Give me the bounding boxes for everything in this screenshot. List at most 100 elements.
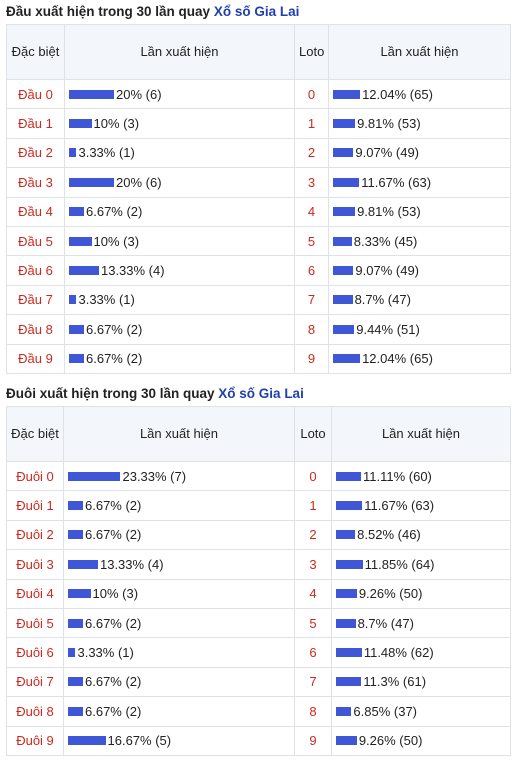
stat-cell: 8.7% (47) — [331, 607, 511, 639]
row-name: Đầu 6 — [6, 255, 65, 286]
header-cell: Lần xuất hiện — [63, 406, 295, 462]
bar — [336, 471, 361, 481]
loto-digit: 1 — [294, 490, 332, 521]
title-link[interactable]: Xổ số Gia Lai — [218, 386, 304, 401]
stat-label: 6.67% (2) — [86, 204, 143, 220]
bar — [68, 648, 76, 658]
loto-digit: 1 — [294, 108, 329, 139]
stat: 3.33% (1) — [68, 645, 290, 660]
stat-cell: 6.67% (2) — [63, 696, 295, 727]
row-name: Đầu 3 — [6, 167, 65, 198]
row-name: Đuôi 4 — [6, 578, 64, 609]
row: Đầu 8 6.67% (2) 8 9.44% (51) — [6, 314, 511, 345]
bar — [68, 559, 98, 569]
loto-digit: 9 — [294, 343, 329, 374]
bar — [68, 530, 83, 540]
bar — [336, 648, 362, 658]
header-cell: Loto — [294, 406, 332, 462]
row: Đầu 5 10% (3) 5 8.33% (45) — [6, 225, 511, 257]
row-name: Đầu 5 — [6, 225, 65, 257]
stat-cell: 20% (6) — [64, 78, 295, 110]
header-cell: Lần xuất hiện — [64, 24, 295, 80]
bar — [336, 677, 362, 687]
stat-label: 20% (6) — [116, 86, 162, 102]
stat-label: 3.33% (1) — [78, 292, 135, 308]
section-title: Đầu xuất hiện trong 30 lần quay Xổ số Gi… — [6, 0, 510, 24]
stat: 11.3% (61) — [336, 674, 506, 689]
stat: 8.33% (45) — [333, 234, 506, 249]
bar — [333, 119, 356, 129]
stat: 13.33% (4) — [68, 557, 290, 572]
row: Đầu 6 13.33% (4) 6 9.07% (49) — [6, 255, 511, 286]
stat-cell: 6.67% (2) — [63, 490, 295, 521]
stat-cell: 8.52% (46) — [331, 519, 511, 551]
bar — [333, 236, 352, 246]
row: Đuôi 9 16.67% (5) 9 9.26% (50) — [6, 725, 511, 756]
stat-cell: 23.33% (7) — [63, 460, 295, 492]
stat-label: 6.85% (37) — [353, 703, 417, 719]
bar — [69, 236, 92, 246]
stat-label: 11.85% (64) — [364, 556, 435, 572]
header-cell: Đặc biệt — [6, 24, 65, 80]
bar — [333, 177, 360, 187]
bar — [69, 148, 77, 158]
stat-label: 6.67% (2) — [85, 498, 142, 514]
stat-cell: 3.33% (1) — [63, 637, 295, 668]
stat-label: 10% (3) — [93, 233, 140, 249]
bar — [69, 177, 114, 187]
stat-cell: 13.33% (4) — [63, 549, 295, 580]
stat: 9.44% (51) — [333, 322, 506, 337]
stat: 3.33% (1) — [69, 145, 290, 160]
row-name: Đầu 0 — [6, 78, 65, 110]
bar — [68, 736, 106, 746]
stat-cell: 10% (3) — [64, 108, 295, 139]
stat: 11.67% (63) — [336, 498, 506, 513]
bar — [336, 501, 363, 511]
bar — [68, 501, 83, 511]
row-name: Đầu 1 — [6, 108, 65, 139]
stat: 9.26% (50) — [336, 733, 506, 748]
stat-cell: 9.26% (50) — [331, 578, 511, 609]
bar — [336, 706, 352, 716]
stat-label: 23.33% (7) — [122, 468, 187, 484]
stat: 9.07% (49) — [333, 263, 506, 278]
bar — [68, 618, 83, 628]
bar — [68, 471, 121, 481]
bar — [68, 589, 91, 599]
bar — [69, 89, 114, 99]
stat: 16.67% (5) — [68, 733, 290, 748]
bar — [333, 148, 354, 158]
stat-label: 13.33% (4) — [100, 263, 165, 279]
row-name: Đầu 2 — [6, 137, 65, 169]
stat: 9.26% (50) — [336, 586, 506, 601]
stat: 8.7% (47) — [333, 292, 506, 307]
stat-cell: 6.85% (37) — [331, 696, 511, 727]
stat-cell: 8.33% (45) — [328, 225, 511, 257]
title-text: Đuôi xuất hiện trong 30 lần quay — [6, 386, 215, 401]
stat-label: 8.7% (47) — [354, 292, 411, 308]
stat-cell: 13.33% (4) — [64, 255, 295, 286]
row: Đuôi 4 10% (3) 4 9.26% (50) — [6, 578, 511, 609]
bar — [336, 530, 356, 540]
loto-digit: 7 — [294, 284, 329, 316]
stat: 13.33% (4) — [69, 263, 290, 278]
title-link[interactable]: Xổ số Gia Lai — [213, 4, 300, 19]
stat-cell: 6.67% (2) — [64, 314, 295, 345]
stat-label: 11.67% (63) — [361, 174, 432, 190]
stat-label: 9.26% (50) — [358, 586, 423, 602]
row-name: Đuôi 1 — [6, 490, 64, 521]
stat: 6.85% (37) — [336, 704, 506, 719]
stat-label: 8.33% (45) — [353, 233, 418, 249]
row-name: Đuôi 5 — [6, 607, 64, 639]
stat: 9.81% (53) — [333, 116, 506, 131]
stat-cell: 3.33% (1) — [64, 137, 295, 169]
stat-cell: 11.11% (60) — [331, 460, 511, 492]
stat-cell: 11.67% (63) — [328, 167, 511, 198]
row-name: Đầu 9 — [6, 343, 65, 374]
loto-digit: 0 — [294, 78, 329, 110]
title-text: Đầu xuất hiện trong 30 lần quay — [6, 4, 211, 19]
row: Đầu 4 6.67% (2) 4 9.81% (53) — [6, 196, 511, 227]
stats-table: Đặc biệt Lần xuất hiện Loto Lần xuất hiện Đu… — [6, 406, 511, 756]
row: Đầu 0 20% (6) 0 12.04% (65) — [6, 78, 511, 110]
